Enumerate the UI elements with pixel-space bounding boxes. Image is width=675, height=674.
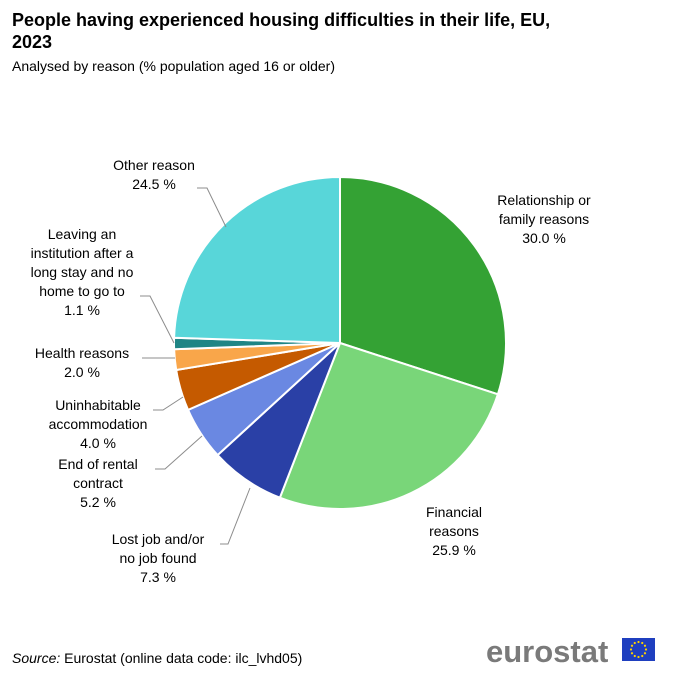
slice-label-line: Leaving an [48, 226, 117, 242]
slice-label-lost-job: Lost job and/or no job found 7.3 % [112, 531, 205, 585]
slice-label-uninhabitable: Uninhabitable accommodation 4.0 % [49, 397, 148, 451]
slice-label-line: long stay and no [31, 264, 134, 280]
eu-star-icon [641, 654, 644, 658]
slice-label-line: no job found [119, 550, 196, 566]
chart-subtitle: Analysed by reason (% population aged 16… [12, 58, 335, 74]
slice-label-line: Relationship or [497, 192, 591, 208]
slice-labels: Relationship or family reasons 30.0 % Finan… [31, 157, 591, 585]
eu-stars-icon [629, 640, 648, 659]
chart-title: People having experienced housing diffic… [12, 10, 551, 52]
eu-star-icon [644, 648, 648, 651]
slice-label-line: family reasons [499, 211, 589, 227]
slice-label-line: Lost job and/or [112, 531, 205, 547]
slice-label-end-rental: End of rental contract 5.2 % [58, 456, 137, 510]
leader-lines [140, 187, 251, 545]
eu-star-icon [637, 655, 640, 659]
eu-star-icon [641, 641, 644, 645]
leader-line-other [197, 187, 227, 228]
slice-label-line: contract [73, 475, 123, 491]
eu-star-icon [637, 640, 640, 644]
slice-value-other: 24.5 % [132, 176, 176, 192]
eu-star-icon [643, 652, 647, 655]
eu-star-icon [633, 641, 636, 645]
source-text: Eurostat (online data code: ilc_lvhd05) [64, 650, 303, 666]
slice-label-line: institution after a [31, 245, 134, 261]
slice-label-line: accommodation [49, 416, 148, 432]
eu-star-icon [633, 654, 636, 658]
slice-value-leaving-institution: 1.1 % [64, 302, 100, 318]
pie-slices [173, 175, 507, 510]
eu-star-icon [630, 644, 634, 647]
pie-slice-other [173, 175, 341, 345]
leader-line-uninhabitable [153, 396, 184, 411]
slice-value-relationship: 30.0 % [522, 230, 566, 246]
eu-star-icon [643, 644, 647, 647]
eurostat-logo: eurostat [486, 634, 655, 666]
slice-label-line: Financial [426, 504, 482, 520]
slice-label-relationship: Relationship or family reasons 30.0 % [497, 192, 591, 246]
slice-label-leaving-institution: Leaving an institution after a long stay a… [31, 226, 134, 318]
eu-star-icon [630, 652, 634, 655]
pie-slice-financial [278, 341, 500, 510]
slice-value-uninhabitable: 4.0 % [80, 435, 116, 451]
slice-label-line: Other reason [113, 157, 195, 173]
logo-wordmark: eurostat [486, 634, 608, 666]
leader-line-lost-job [220, 487, 251, 545]
eu-flag-icon [622, 638, 655, 661]
pie-slice-relationship [339, 175, 507, 396]
slice-label-line: End of rental [58, 456, 137, 472]
slice-value-health: 2.0 % [64, 364, 100, 380]
slice-label-line: Health reasons [35, 345, 129, 361]
slice-label-health: Health reasons 2.0 % [35, 345, 129, 380]
source-note: Source: Eurostat (online data code: ilc_… [12, 650, 302, 666]
leader-line-leaving-institution [140, 295, 175, 344]
slice-value-end-rental: 5.2 % [80, 494, 116, 510]
slice-label-line: reasons [429, 523, 479, 539]
slice-label-other: Other reason 24.5 % [113, 157, 195, 192]
slice-label-line: Uninhabitable [55, 397, 141, 413]
eu-star-icon [629, 648, 633, 651]
slice-value-financial: 25.9 % [432, 542, 476, 558]
source-label: Source: [12, 650, 61, 666]
leader-line-end-rental [155, 435, 203, 470]
slice-value-lost-job: 7.3 % [140, 569, 176, 585]
slice-label-line: home to go to [39, 283, 125, 299]
slice-label-financial: Financial reasons 25.9 % [426, 504, 482, 558]
